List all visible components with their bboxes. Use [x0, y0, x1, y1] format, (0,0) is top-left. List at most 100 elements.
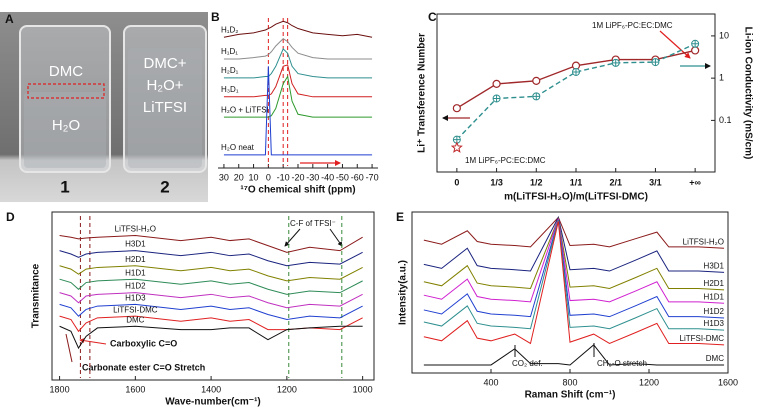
- series-label: H3D1: [125, 240, 146, 249]
- series-label: H2D1: [125, 255, 146, 264]
- series-label: H₂D₁: [221, 66, 239, 75]
- x-tick-label: -30: [306, 172, 319, 182]
- interface-box: [27, 83, 105, 99]
- vial-text: DMC: [49, 63, 83, 80]
- y2-tick-label: 0.1: [719, 115, 732, 125]
- data-point: [452, 135, 461, 144]
- x-tick-label: 400: [483, 377, 498, 387]
- arrow: [79, 338, 107, 345]
- series-label: H2D1: [704, 279, 725, 288]
- vial-liquid: [24, 92, 106, 168]
- x-tick-label: 1000: [353, 384, 373, 394]
- x-tick-label: 10: [249, 172, 259, 182]
- y-axis-label: Intensity(a.u.): [398, 260, 409, 325]
- x-tick-label: -60: [351, 172, 364, 182]
- photo-panel: A DMC H₂O DMC+ H₂O+ LiTFSI 1 2: [0, 12, 208, 202]
- arrow: [329, 228, 343, 247]
- x-tick-label: 0: [454, 177, 459, 187]
- series-label: H1D1: [704, 292, 725, 301]
- series-line: [59, 325, 363, 350]
- series-line: [59, 278, 363, 295]
- data-point: [691, 39, 700, 48]
- x-tick-label: -50: [336, 172, 349, 182]
- data-point: [492, 94, 501, 103]
- x-axis-label: ¹⁷O chemical shift (ppm): [240, 185, 355, 196]
- x-tick-label: -20: [291, 172, 304, 182]
- vial: [123, 25, 207, 173]
- series-label: H3D1: [704, 261, 725, 270]
- y2-axis-label: Li-ion Conductivity (mS/cm): [742, 27, 753, 160]
- series-label: H₁D₂: [221, 25, 238, 34]
- x-tick-label: 1/3: [490, 177, 503, 187]
- series-line: [59, 303, 363, 321]
- series-label: H1D2: [125, 282, 146, 291]
- series-label: DMC: [706, 354, 724, 363]
- plot-frame: [411, 211, 729, 374]
- data-point: [492, 79, 501, 88]
- x-tick-label: 20: [234, 172, 244, 182]
- x-tick-label: 1200: [639, 377, 659, 387]
- x-tick-label: 30: [219, 172, 229, 182]
- panel-letter: A: [5, 12, 14, 26]
- series-label: H1D3: [125, 294, 146, 303]
- series-label: H₁D₁: [221, 47, 238, 56]
- series-label: LiTFSI-DMC: [113, 305, 158, 314]
- vial-liquid: [128, 48, 202, 168]
- x-tick-label: 1/2: [530, 177, 543, 187]
- panel-letter: C: [428, 10, 437, 24]
- series-line: [423, 216, 725, 291]
- panel-letter: D: [6, 210, 15, 224]
- x-tick-label: 800: [562, 377, 577, 387]
- x-tick-label: 0: [266, 172, 271, 182]
- x-tick-label: 1400: [201, 384, 221, 394]
- series-line: [423, 219, 725, 319]
- x-axis-label: Raman Shift (cm⁻¹): [525, 390, 616, 401]
- x-tick-label: 2/1: [609, 177, 622, 187]
- annotation: Carbonate ester C=O Stretch: [82, 362, 205, 372]
- vial-text: DMC+: [144, 55, 187, 72]
- reference-label: 1M LiPF₆-PC:EC:DMC: [465, 156, 546, 165]
- annotation: Carboxylic C=O: [110, 338, 177, 348]
- x-tick-label: 1800: [50, 384, 70, 394]
- x-tick-label: 3/1: [649, 177, 662, 187]
- series-line: [59, 315, 363, 333]
- x-tick-label: -10: [277, 172, 290, 182]
- annotation: 1M LiPF₆-PC:EC:DMC: [592, 21, 673, 30]
- y-axis-label: Transmitance: [31, 263, 42, 328]
- x-tick-label: 1200: [277, 384, 297, 394]
- series-line: [223, 20, 373, 38]
- y2-tick-label: 1: [719, 73, 724, 83]
- data-point: [611, 58, 620, 67]
- series-line: [223, 47, 373, 79]
- series-label: H₂O neat: [221, 143, 255, 152]
- x-axis-label: Wave-number(cm⁻¹): [165, 397, 260, 407]
- data-point: [532, 76, 541, 85]
- series-label: LiTFSI-H₂O: [115, 225, 156, 234]
- x-tick-label: 1600: [718, 377, 738, 387]
- vial-text: LiTFSI: [143, 99, 187, 116]
- series-line: [59, 250, 363, 267]
- series-line: [59, 235, 363, 253]
- data-point: [572, 67, 581, 76]
- series-label: LiTFSI-H₂O: [683, 237, 724, 246]
- x-tick-label: -70: [366, 172, 379, 182]
- reference-point: [450, 141, 463, 153]
- data-point: [452, 104, 461, 113]
- panel-letter: B: [211, 10, 220, 24]
- series-line: [59, 292, 363, 309]
- x-axis-label: m(LiTFSI-H₂O)/m(LiTFSI-DMC): [504, 192, 648, 203]
- series-label: H1D2: [704, 307, 725, 316]
- series-line: [223, 64, 373, 98]
- vial-text: H₂O: [52, 117, 80, 134]
- series-line: [423, 344, 725, 366]
- x-tick-label: +∞: [689, 177, 701, 187]
- vial-text: H₂O+: [146, 77, 183, 94]
- series-line: [423, 219, 725, 331]
- x-tick-label: 1/1: [570, 177, 583, 187]
- annotation: CO₂ def.: [512, 359, 543, 368]
- vial: [19, 25, 111, 173]
- plot-frame: [436, 13, 716, 173]
- series-label: H₃D₁: [221, 85, 239, 94]
- y2-tick-label: 10: [719, 30, 729, 40]
